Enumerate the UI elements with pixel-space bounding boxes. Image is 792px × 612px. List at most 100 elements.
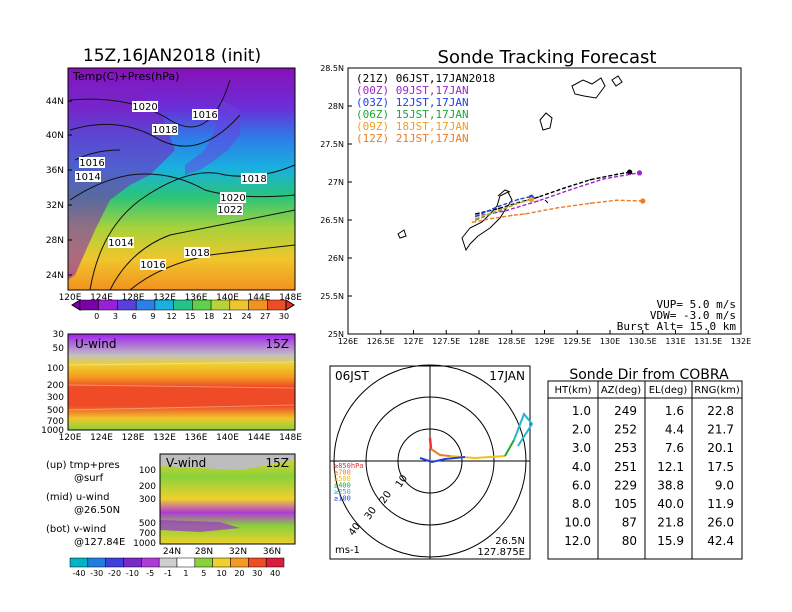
temp-bar-swatch	[248, 299, 268, 311]
track-point	[615, 199, 618, 202]
table-cell: 229	[614, 478, 637, 492]
legend-entry: (12Z) 21JST,17JAN	[356, 132, 469, 145]
polar-lat: 26.5N	[495, 536, 525, 547]
lon-tick: 124E	[90, 293, 113, 303]
table-cell: 7.6	[665, 441, 684, 455]
isobar-label: 1016	[79, 158, 104, 169]
x-tick-label: 126.5E	[367, 337, 395, 346]
y-tick-label: 27N	[328, 178, 344, 187]
x-tick-label: 129E	[534, 337, 554, 346]
polar-units: ms-1	[335, 545, 360, 556]
lat-tick: 40N	[46, 131, 64, 141]
wind-scale-label: 10	[216, 569, 226, 578]
u-x-tick: 144E	[248, 433, 271, 443]
temp-bar-swatch	[154, 299, 174, 311]
table-header: RNG(km)	[694, 385, 740, 396]
track-point	[563, 187, 565, 189]
track-point	[497, 205, 500, 208]
track-line	[472, 199, 643, 223]
y-tick-label: 25.5N	[320, 292, 344, 301]
lon-tick: 140E	[216, 293, 239, 303]
v-x-tick: 32N	[229, 547, 247, 557]
isobar-label-bg	[192, 109, 218, 120]
x-tick-label: 128.5E	[498, 337, 526, 346]
wind-scale-label: 20	[234, 569, 244, 578]
table-cell: 17.5	[707, 460, 734, 474]
track-point	[504, 210, 507, 212]
v-x-tick: 28N	[195, 547, 213, 557]
table-cell: 2.0	[572, 423, 591, 437]
chart-title: Sonde Tracking Forecast	[438, 47, 657, 68]
table-cell: 15.9	[657, 534, 684, 548]
wind-bar-swatch	[87, 557, 106, 568]
u-x-tick: 132E	[153, 433, 176, 443]
polar-lon: 127.875E	[477, 547, 525, 558]
temp-scale-label: 12	[167, 312, 177, 321]
wind-scale-label: -1	[164, 569, 172, 578]
isobar-label: 1016	[192, 110, 217, 121]
polar-level-label: ≥500	[334, 475, 351, 483]
track-point	[474, 213, 477, 215]
temp-bar-swatch	[267, 299, 287, 311]
temp-scale-label: 3	[113, 312, 118, 321]
param-line: Burst Alt= 15.0 km	[617, 320, 737, 333]
lat-tick: 36N	[46, 166, 64, 176]
track-point	[517, 202, 520, 205]
isobar-label: 1020	[132, 102, 157, 113]
table-cell: 12.1	[657, 460, 684, 474]
x-tick-label: 129.5E	[563, 337, 591, 346]
isobar-label: 1014	[108, 238, 133, 249]
polar-level-label: ≥700	[334, 469, 351, 477]
x-tick-label: 131E	[665, 337, 685, 346]
table-cell: 3.0	[572, 441, 591, 455]
lat-tick: 24N	[46, 271, 64, 281]
legend-entry: (00Z) 09JST,17JAN	[356, 84, 469, 97]
wind-scale-label: -30	[90, 569, 103, 578]
table-cell: 26.0	[707, 516, 734, 530]
note-line1: (up) tmp+pres	[46, 460, 120, 471]
v-wind-panel: V-wind 15Z	[159, 453, 296, 545]
track-point	[471, 221, 474, 224]
u-y-tick: 1000	[41, 426, 64, 436]
u-wind-panel: U-wind 15Z	[67, 333, 296, 431]
wind-bar-swatch	[248, 557, 267, 568]
legend-entry: (21Z) 06JST,17JAN2018	[356, 72, 495, 85]
lon-tick: 132E	[153, 293, 176, 303]
wind-scale-label: 1	[183, 569, 188, 578]
track-point	[474, 215, 477, 217]
v-x-tick: 36N	[263, 547, 281, 557]
u-y-tick: 50	[53, 344, 65, 354]
table-cell: 252	[614, 423, 637, 437]
lat-tick: 44N	[46, 97, 64, 107]
track-point	[628, 173, 631, 176]
y-tick-label: 26.5N	[320, 216, 344, 225]
isobar-label-bg	[184, 247, 210, 258]
y-tick-label: 28.5N	[320, 64, 344, 73]
u-y-tick: 500	[47, 406, 64, 416]
table-cell: 21.7	[707, 423, 734, 437]
track-point	[528, 196, 535, 203]
temp-scale-label: 9	[150, 312, 155, 321]
temp-scale-label: 18	[204, 312, 214, 321]
isobar-label: 1018	[241, 174, 266, 185]
track-point	[640, 198, 646, 204]
track-point	[474, 219, 477, 221]
table-cell: 4.4	[665, 423, 684, 437]
table-cell: 21.8	[657, 516, 684, 530]
wind-bar-swatch	[123, 557, 142, 568]
table-cell: 105	[614, 497, 637, 511]
v-y-tick: 200	[139, 482, 156, 492]
temp-bar-swatch	[210, 299, 231, 311]
track-point	[636, 170, 643, 176]
temp-bar-cap-right	[285, 299, 295, 311]
u-y-tick: 700	[47, 417, 64, 427]
lon-tick: 136E	[185, 293, 208, 303]
wind-bar-swatch	[158, 557, 178, 568]
param-line: VDW= -3.0 m/s	[650, 309, 736, 322]
table-cell: 253	[614, 441, 637, 455]
table-title: Sonde Dir from COBRA	[569, 367, 729, 383]
temp-bar-swatch	[117, 299, 137, 311]
note-line2: @127.84E	[74, 537, 125, 548]
x-tick-label: 130.5E	[629, 337, 657, 346]
table-cell: 9.0	[715, 478, 734, 492]
